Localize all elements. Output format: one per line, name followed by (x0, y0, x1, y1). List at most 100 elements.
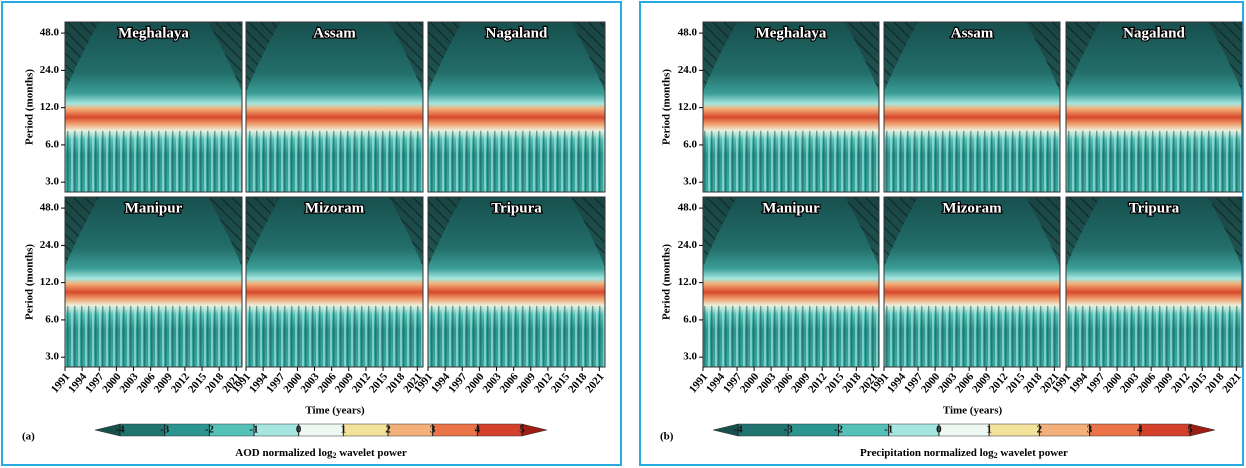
y-tick-label: 24.0 (40, 64, 60, 76)
colorbar-label-part: Precipitation normalized log (860, 447, 994, 459)
y-axis-label: Period (months) (661, 69, 673, 145)
wavelet-texture (246, 305, 423, 367)
colorbar-segment (787, 423, 839, 437)
subplot-frame (702, 21, 880, 193)
subplot-title: Meghalaya (756, 25, 827, 41)
colorbar-label: Precipitation normalized log2 wavelet po… (860, 447, 1068, 460)
panel-label: (a) (22, 431, 35, 443)
cone-of-influence (246, 197, 280, 267)
panel-frame (639, 1, 1244, 466)
colorbar-tick-label: 1 (986, 424, 992, 436)
wavelet-texture (703, 305, 879, 367)
y-tick-label: 3.0 (683, 351, 697, 363)
colorbar-segment (737, 423, 789, 437)
colorbar-tick-label: -2 (205, 424, 215, 436)
wavelet-texture (428, 305, 605, 367)
colorbar-segment (253, 423, 299, 437)
x-axis-label: Time (years) (943, 405, 1003, 417)
cone-of-influence (571, 22, 605, 92)
wavelet-texture (428, 130, 605, 192)
panel-frame (1, 1, 622, 466)
y-tick-label: 6.0 (45, 138, 59, 150)
cone-of-influence (845, 197, 879, 267)
cone-of-influence (1208, 197, 1242, 267)
subplot-title: Meghalaya (118, 25, 189, 41)
wavelet-texture (1066, 130, 1242, 192)
subplot-title: Mizoram (942, 200, 1002, 216)
y-tick-label: 6.0 (683, 313, 697, 325)
panel-label: (b) (660, 431, 674, 443)
y-tick-label: 3.0 (683, 176, 697, 188)
x-tick-label: 2021 (583, 371, 606, 396)
wavelet-texture (884, 305, 1060, 367)
subplot-frame (245, 196, 424, 368)
y-tick-label: 12.0 (40, 276, 60, 288)
y-tick-label: 6.0 (45, 313, 59, 325)
y-tick-label: 24.0 (40, 239, 60, 251)
wavelet-texture (884, 130, 1060, 192)
colorbar-tick-label: 2 (385, 424, 391, 436)
colorbar-segment (1089, 423, 1141, 437)
subplot-title: Tripura (491, 200, 542, 216)
subplot-frame (1065, 196, 1243, 368)
colorbar-segment (119, 423, 165, 437)
colorbar-tick-label: -1 (884, 424, 893, 436)
y-tick-label: 3.0 (45, 351, 59, 363)
colorbar-tick-label: -4 (733, 424, 743, 436)
colorbar-label-part: AOD normalized log (235, 447, 333, 459)
cone-of-influence (703, 197, 737, 267)
subplot-title: Manipur (125, 200, 183, 216)
cone-of-influence (703, 22, 737, 92)
subplot-title: Nagaland (1123, 25, 1185, 41)
colorbar-label-part: wavelet power (998, 447, 1068, 459)
y-tick-label: 48.0 (40, 202, 60, 214)
cone-of-influence (65, 197, 99, 267)
colorbar-segment (988, 423, 1040, 437)
cone-of-influence (1026, 197, 1060, 267)
colorbar-segment (477, 423, 523, 437)
cone-of-influence (1208, 22, 1242, 92)
cone-of-influence (208, 22, 242, 92)
y-tick-label: 12.0 (40, 101, 60, 113)
cone-of-influence (246, 22, 280, 92)
wavelet-texture (65, 305, 242, 367)
colorbar-segment (387, 423, 433, 437)
y-tick-label: 6.0 (683, 138, 697, 150)
cone-of-influence (208, 197, 242, 267)
subplot-frame (1065, 21, 1243, 193)
colorbar-tick-label: -2 (834, 424, 844, 436)
colorbar-tick-label: 0 (296, 424, 302, 436)
y-tick-label: 48.0 (678, 27, 698, 39)
subplot-title: Assam (313, 25, 356, 41)
cone-of-influence (1066, 22, 1100, 92)
cone-of-influence (1066, 197, 1100, 267)
cone-of-influence (65, 22, 99, 92)
cone-of-influence (389, 22, 423, 92)
colorbar-tick-label: 3 (430, 424, 436, 436)
subplot-title: Assam (951, 25, 994, 41)
subplot-frame (64, 196, 243, 368)
colorbar-extend (521, 423, 548, 437)
y-tick-label: 12.0 (678, 101, 698, 113)
colorbar-segment (1139, 423, 1191, 437)
colorbar-tick-label: 0 (936, 424, 942, 436)
wavelet-texture (246, 130, 423, 192)
y-axis-label: Period (months) (661, 244, 673, 320)
subplot-frame (883, 196, 1061, 368)
subplot-title: Manipur (762, 200, 820, 216)
colorbar-tick-label: -3 (160, 424, 170, 436)
subplot-frame (64, 21, 243, 193)
subplot-title: Nagaland (486, 25, 548, 41)
colorbar-tick-label: 4 (475, 424, 481, 436)
colorbar-segment (838, 423, 889, 437)
cone-of-influence (845, 22, 879, 92)
colorbar-segment (343, 423, 389, 437)
subplot-frame (427, 21, 606, 193)
y-axis-label: Period (months) (24, 69, 36, 145)
y-tick-label: 24.0 (678, 64, 698, 76)
colorbar-tick-label: 5 (519, 424, 525, 436)
colorbar-segment (209, 423, 255, 437)
cone-of-influence (428, 22, 462, 92)
cone-of-influence (428, 197, 462, 267)
